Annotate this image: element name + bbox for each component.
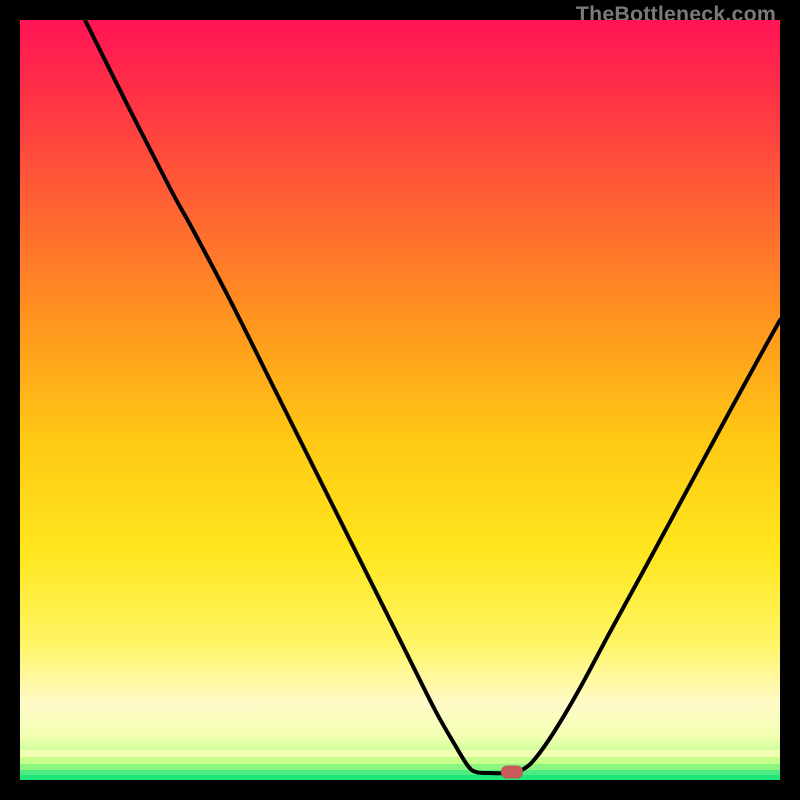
- frame-left: [0, 0, 20, 800]
- optimal-marker: [501, 766, 523, 779]
- chart-container: TheBottleneck.com: [0, 0, 800, 800]
- frame-bottom: [0, 780, 800, 800]
- bottleneck-curve: [20, 20, 780, 780]
- frame-right: [780, 0, 800, 800]
- plot-area: [20, 20, 780, 780]
